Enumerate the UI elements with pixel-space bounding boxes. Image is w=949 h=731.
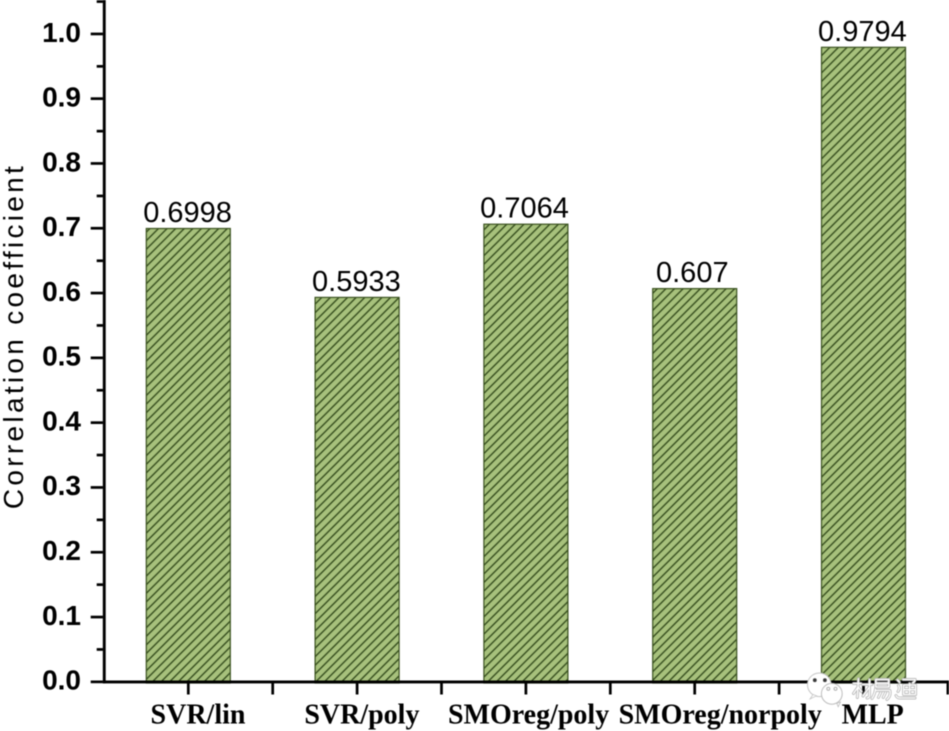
svg-text:0.5933: 0.5933 [312,266,401,298]
svg-text:0.8: 0.8 [42,146,81,177]
svg-text:0.607: 0.607 [656,257,729,289]
svg-text:0.0: 0.0 [42,665,81,696]
svg-text:0.3: 0.3 [42,470,81,501]
svg-text:SMOreg/poly: SMOreg/poly [448,700,609,731]
svg-text:SVR/lin: SVR/lin [151,700,246,731]
svg-text:0.4: 0.4 [42,405,81,436]
svg-text:0.7064: 0.7064 [480,193,569,225]
svg-text:0.6998: 0.6998 [143,197,232,229]
svg-text:0.5: 0.5 [42,341,81,372]
svg-text:1.0: 1.0 [42,17,81,48]
svg-text:0.9: 0.9 [42,82,81,113]
svg-text:0.1: 0.1 [42,600,81,631]
svg-text:SVR/poly: SVR/poly [304,700,419,731]
svg-text:0.6: 0.6 [42,276,81,307]
svg-text:0.9794: 0.9794 [818,16,907,48]
svg-text:MLP: MLP [842,700,904,731]
svg-text:SMOreg/norpoly: SMOreg/norpoly [619,700,822,731]
svg-text:0.7: 0.7 [42,211,81,242]
svg-text:Correlation coefficient: Correlation coefficient [0,163,29,509]
svg-text:0.2: 0.2 [42,535,81,566]
